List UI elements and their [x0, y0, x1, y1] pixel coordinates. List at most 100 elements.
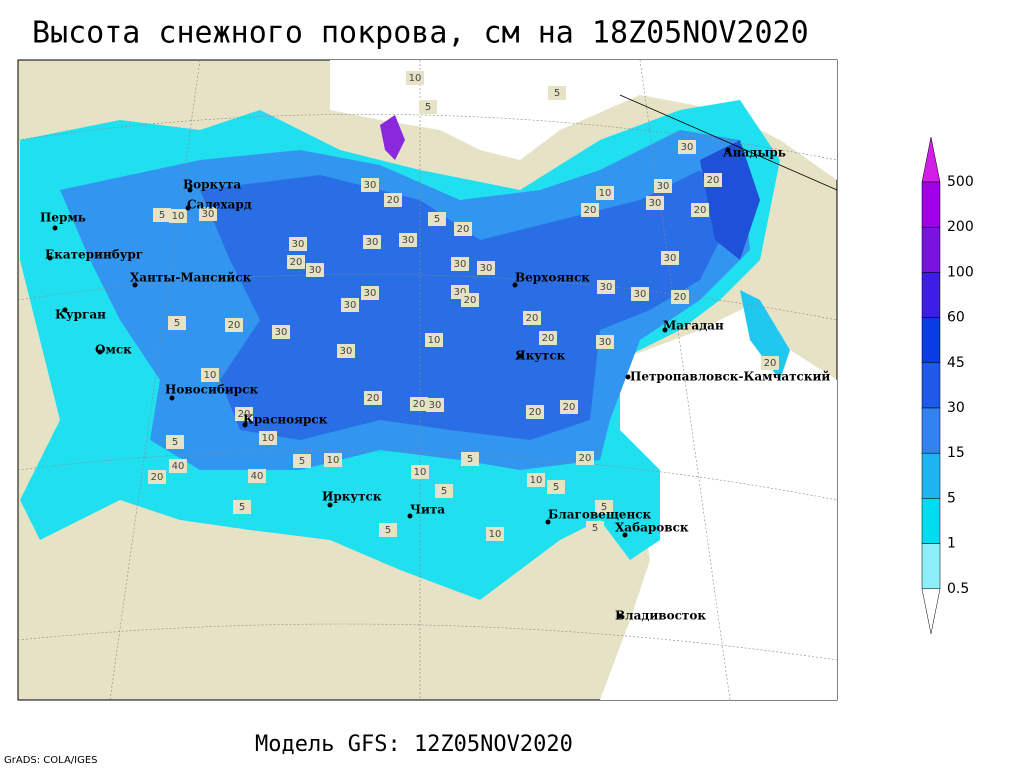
contour-label: 5 — [425, 102, 431, 113]
contour-label: 5 — [441, 486, 447, 497]
title: Высота снежного покрова, см на 18Z05NOV2… — [32, 16, 809, 51]
contour-label: 10 — [204, 370, 217, 381]
contour-label-box — [486, 527, 504, 541]
contour-label: 10 — [262, 433, 275, 444]
contour-label-box — [523, 311, 541, 325]
contour-label: 30 — [292, 239, 305, 250]
contour-label: 5 — [159, 210, 165, 221]
contour-label: 30 — [429, 400, 442, 411]
contour-label: 20 — [151, 472, 164, 483]
contour-label-box — [411, 465, 429, 479]
contour-label: 5 — [239, 502, 245, 513]
contour-label: 10 — [172, 211, 185, 222]
city-dot — [622, 532, 628, 538]
colorbar-label: 500 — [947, 174, 974, 190]
contour-label-box — [406, 71, 424, 85]
contour-label: 10 — [599, 188, 612, 199]
contour-label-box — [691, 203, 709, 217]
contour-label-box — [235, 407, 253, 421]
contour-label: 20 — [563, 402, 576, 413]
city-label: Чита — [410, 503, 445, 517]
contour-label: 20 — [387, 195, 400, 206]
contour-label-box — [671, 290, 689, 304]
contour-label: 30 — [454, 287, 467, 298]
contour-label-box — [364, 391, 382, 405]
contour-label-box — [646, 196, 664, 210]
contour-label-box — [272, 325, 290, 339]
contour-label-box — [435, 484, 453, 498]
contour-label-box — [153, 208, 171, 222]
city-label: Салехард — [187, 198, 252, 212]
city-dot — [662, 327, 668, 333]
contour-label: 20 — [457, 224, 470, 235]
city-dot — [185, 205, 191, 211]
contour-label: 20 — [707, 175, 720, 186]
contour-label-box — [704, 173, 722, 187]
contour-label-box — [233, 500, 251, 514]
contour-label-box — [539, 331, 557, 345]
city-dot — [517, 353, 523, 359]
colorbar-segment — [921, 317, 941, 364]
contour-label: 30 — [402, 235, 415, 246]
city-label: Верхоянск — [515, 271, 590, 285]
contour-label-box — [581, 203, 599, 217]
contour-label: 20 — [674, 292, 687, 303]
city-dot — [52, 225, 58, 231]
city-dot — [512, 282, 518, 288]
contour-label: 10 — [409, 73, 422, 84]
contour-label-box — [287, 255, 305, 269]
contour-label: 5 — [467, 454, 473, 465]
contour-label: 30 — [344, 300, 357, 311]
cities: Воркута Салехард Пермь Екатеринбург Ханты-Ма… — [40, 146, 830, 623]
city-dot — [617, 613, 623, 619]
contour-label-box — [451, 257, 469, 271]
contour-label: 30 — [681, 142, 694, 153]
contour-label: 20 — [764, 358, 777, 369]
city-dot — [407, 513, 413, 519]
city-label: Воркута — [183, 178, 241, 192]
contour-label-box — [361, 178, 379, 192]
contour-label: 10 — [530, 475, 543, 486]
contour-label: 5 — [554, 88, 560, 99]
colorbar-segment — [921, 498, 941, 544]
contour-label-box — [761, 356, 779, 370]
city-label: Якутск — [515, 349, 566, 363]
contour-label: 5 — [601, 502, 607, 513]
contour-label: 30 — [454, 259, 467, 270]
contour-label: 30 — [480, 263, 493, 274]
contour-label-box — [661, 251, 679, 265]
contour-label-box — [306, 263, 324, 277]
contour-label-box — [410, 397, 428, 411]
contour-label: 5 — [553, 482, 559, 493]
city-label: Пермь — [40, 211, 86, 225]
contour-label: 40 — [172, 461, 185, 472]
contour-label-box — [678, 140, 696, 154]
city-label: Хабаровск — [615, 521, 689, 535]
contour-label: 20 — [238, 409, 251, 420]
city-dot — [327, 502, 333, 508]
novaya-zemlya — [380, 115, 405, 160]
contour-label: 10 — [489, 529, 502, 540]
city-dot — [187, 187, 193, 193]
contour-label-box — [324, 453, 342, 467]
contour-label-box — [547, 480, 565, 494]
contour-label-box — [399, 233, 417, 247]
city-dot — [725, 147, 731, 153]
city-label: Иркутск — [322, 490, 382, 504]
city-label: Анадырь — [723, 146, 786, 160]
colorbar-label: 1 — [947, 536, 956, 552]
city-label: Благовещенск — [548, 508, 652, 522]
city-dot — [169, 395, 175, 401]
contour-label: 20 — [584, 205, 597, 216]
colorbar-label: 200 — [947, 219, 974, 235]
contour-label-box — [201, 368, 219, 382]
contour-label: 30 — [634, 289, 647, 300]
contour-label: 20 — [413, 399, 426, 410]
city-dot — [132, 282, 138, 288]
colorbar: 500 200 100 60 45 30 15 5 1 0.5 — [921, 136, 974, 634]
contour-label: 30 — [275, 327, 288, 338]
contour-label: 20 — [579, 453, 592, 464]
contour-label-box — [548, 86, 566, 100]
city-label: Омск — [95, 343, 132, 357]
contour-label-box — [596, 335, 614, 349]
